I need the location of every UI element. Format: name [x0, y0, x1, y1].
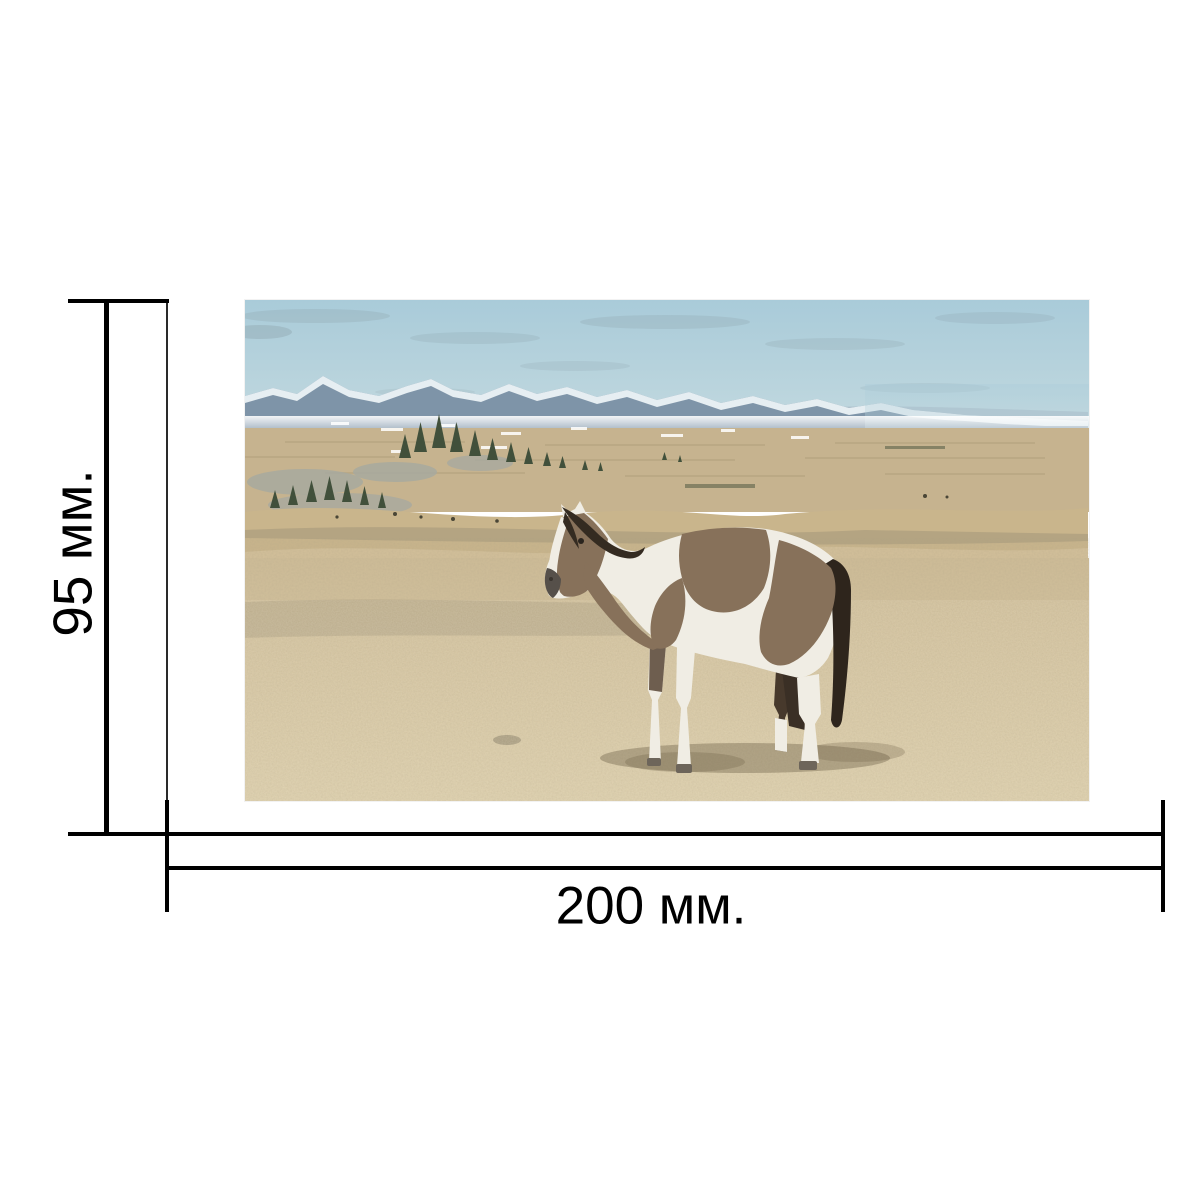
streak — [325, 472, 1045, 477]
mane — [562, 507, 645, 559]
near-hind-leg — [797, 674, 821, 763]
landscape-illustration — [245, 300, 1089, 801]
horse-shadow — [805, 742, 905, 762]
horse-photo — [245, 300, 1089, 801]
width-label: 200 мм. — [555, 876, 747, 936]
shrub — [923, 494, 927, 498]
cloud — [580, 315, 750, 329]
width-dim-right-cap — [1161, 800, 1165, 912]
cloud — [935, 312, 1055, 324]
mid-back-patch — [679, 527, 771, 613]
far-hind-sock — [775, 718, 787, 752]
forelock — [563, 512, 579, 549]
shrub — [495, 519, 499, 523]
width-dim-line — [165, 866, 1165, 870]
cloud — [410, 332, 540, 344]
shrub-dots — [335, 494, 949, 523]
height-extension-line — [166, 303, 168, 800]
hoof — [647, 758, 661, 766]
conifer-row — [270, 476, 386, 508]
cloud — [520, 361, 630, 371]
conifer-trees — [399, 414, 682, 471]
cloud — [765, 338, 905, 350]
eye — [578, 538, 584, 544]
streak — [245, 456, 1045, 461]
cloud — [245, 309, 390, 323]
near-front-leg — [676, 646, 695, 766]
hip-patch — [759, 540, 836, 666]
height-dim-line — [104, 299, 109, 836]
far-front-leg-shade — [649, 640, 666, 692]
tree-band — [247, 414, 945, 517]
bare-trees — [247, 469, 363, 495]
baseline — [68, 832, 1165, 836]
plain-streaks — [245, 441, 1045, 477]
width-dim-left-cap — [165, 800, 169, 912]
streak — [285, 441, 1035, 446]
neck-chest-patch — [583, 562, 663, 650]
shrub — [451, 517, 455, 521]
mountain-snow-caps — [245, 376, 1088, 426]
bare-trees — [447, 455, 513, 471]
bare-trees — [353, 462, 437, 482]
hoof — [799, 761, 817, 770]
nostril — [549, 577, 553, 581]
shrub — [335, 515, 339, 519]
cloud — [245, 325, 292, 339]
girth-patch — [650, 578, 686, 649]
horse — [544, 501, 905, 773]
hoof — [676, 764, 692, 773]
muzzle — [544, 568, 561, 598]
shrub — [393, 512, 397, 516]
shrub — [945, 495, 949, 499]
shrub — [419, 515, 423, 519]
height-dim-top-cap — [68, 299, 169, 303]
horse-tail — [825, 559, 851, 728]
height-label: 95 мм. — [41, 469, 104, 637]
